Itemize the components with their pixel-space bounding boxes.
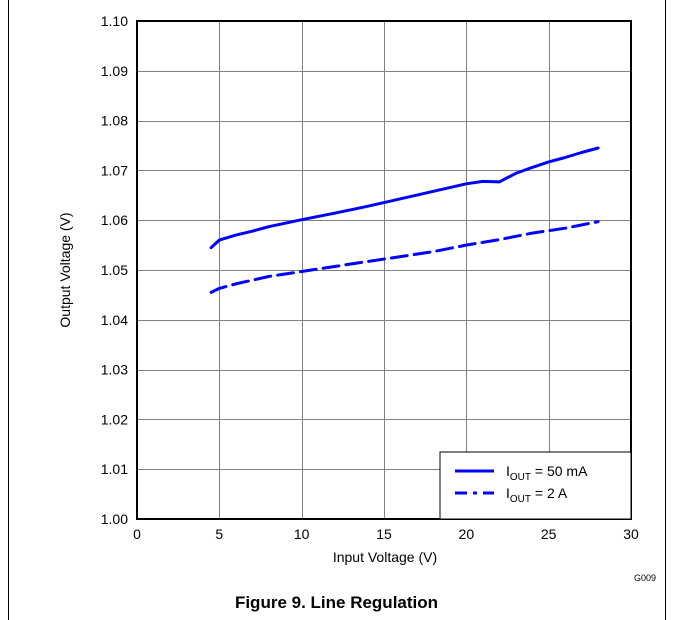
y-tick-label: 1.07 — [101, 162, 128, 178]
x-tick-label: 25 — [541, 526, 557, 542]
figure-code: G009 — [633, 573, 656, 583]
x-tick-label: 15 — [376, 526, 392, 542]
y-tick-label: 1.00 — [101, 511, 128, 527]
x-tick-label: 20 — [459, 526, 475, 542]
y-tick-label: 1.03 — [101, 362, 128, 378]
x-tick-label: 5 — [215, 526, 223, 542]
y-tick-label: 1.05 — [101, 262, 128, 278]
series-line-1 — [209, 146, 600, 250]
legend-box — [439, 451, 632, 520]
y-axis-label: Output Voltage (V) — [57, 212, 73, 327]
y-tick-label: 1.04 — [101, 312, 128, 328]
y-tick-label: 1.09 — [101, 63, 128, 79]
x-tick-label: 10 — [294, 526, 310, 542]
figure-frame — [8, 0, 666, 620]
x-tick-label: 0 — [133, 526, 141, 542]
y-tick-label: 1.01 — [101, 461, 128, 477]
x-axis-label: Input Voltage (V) — [333, 549, 437, 565]
y-tick-label: 1.06 — [101, 212, 128, 228]
figure-caption: Figure 9. Line Regulation — [234, 593, 439, 612]
series-line-2 — [209, 220, 600, 294]
legend-label-2: IOUT = 2 A — [506, 485, 568, 505]
x-tick-label: 30 — [623, 526, 639, 542]
plot-frame — [136, 20, 632, 520]
line-regulation-chart: 0 5 10 15 20 25 30 1.00 1.01 1.02 1.03 1.04 1.05 1.06… — [57, 13, 639, 565]
y-tick-label: 1.08 — [101, 113, 128, 129]
y-tick-label: 1.02 — [101, 411, 128, 427]
legend-label-1: IOUT = 50 mA — [506, 463, 588, 483]
y-tick-label: 1.10 — [101, 13, 128, 29]
